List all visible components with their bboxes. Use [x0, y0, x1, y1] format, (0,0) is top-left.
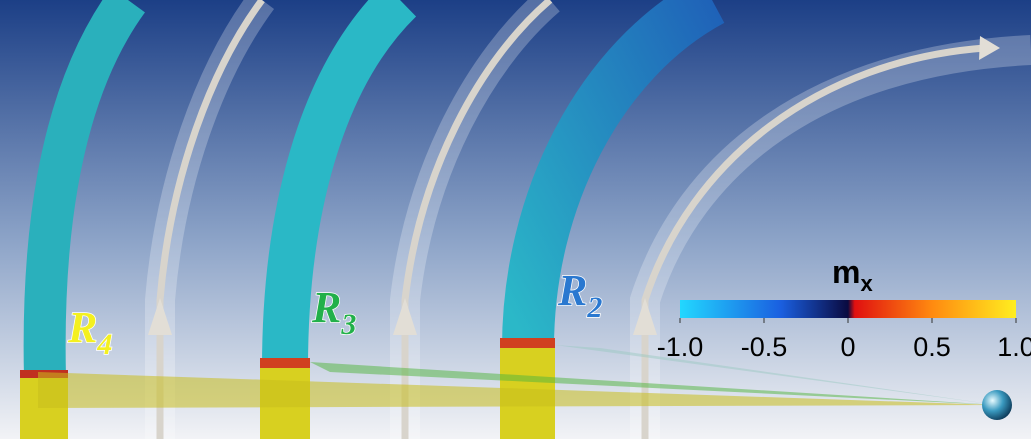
label-letter: R: [557, 266, 587, 315]
colorbar-gradient: [680, 300, 1016, 318]
colorbar-tick-label: 1.0: [997, 332, 1031, 362]
label-subscript: 2: [586, 291, 602, 324]
sphere: [982, 390, 1012, 420]
label-letter: R: [311, 283, 341, 332]
colorbar-tick-label: 0.5: [913, 332, 951, 362]
label-letter: R: [67, 303, 97, 352]
title-subscript: x: [860, 271, 873, 296]
label-subscript: 3: [340, 308, 356, 341]
colorbar-tick-label: -1.0: [657, 332, 704, 362]
label-subscript: 4: [96, 328, 112, 361]
visualization: R4 R3 R2 mx -1.0-0.500.51.0: [0, 0, 1031, 439]
title-main: m: [832, 254, 860, 290]
colorbar-tick-label: 0: [840, 332, 855, 362]
colorbar-tick-label: -0.5: [741, 332, 788, 362]
